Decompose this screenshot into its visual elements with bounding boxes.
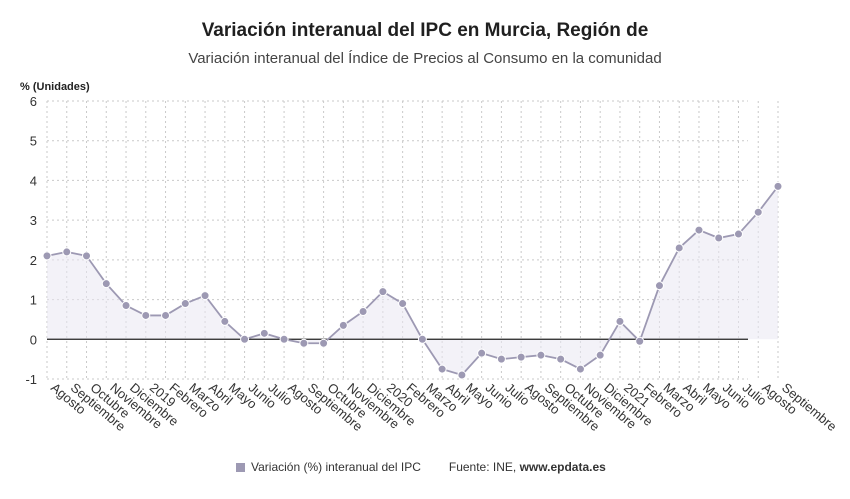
source-site: www.epdata.es [519,460,606,474]
data-point [457,370,467,380]
data-point [575,364,585,374]
source-note: Fuente: INE, www.epdata.es [449,460,606,474]
data-point [733,229,743,239]
legend-label: Variación (%) interanual del IPC [251,460,421,474]
data-point [358,306,368,316]
y-tick-label: 4 [30,173,37,188]
data-point [556,354,566,364]
data-point [536,350,546,360]
series-points [42,181,783,380]
data-point [437,364,447,374]
data-point [694,225,704,235]
series-area [47,186,778,376]
data-point [141,310,151,320]
y-tick-label: 5 [30,134,37,149]
data-point [654,281,664,291]
data-point [240,334,250,344]
data-point [101,279,111,289]
data-point [417,334,427,344]
data-point [279,334,289,344]
data-point [42,251,52,261]
data-point [398,299,408,309]
data-point [161,310,171,320]
data-point [635,336,645,346]
y-tick-label: 0 [30,332,37,347]
y-tick-label: 6 [30,94,37,109]
data-point [319,338,329,348]
data-point [200,291,210,301]
source-prefix: Fuente: INE, [448,460,520,474]
data-point [62,247,72,257]
data-point [496,354,506,364]
legend: Variación (%) interanual del IPC Fuente:… [236,460,606,474]
data-point [338,320,348,330]
y-ticks: -1 0 1 2 3 4 5 6 [25,94,37,387]
data-point [180,299,190,309]
data-point [259,328,269,338]
data-point [753,207,763,217]
y-axis-label: % (Unidades) [20,81,90,93]
y-tick-label: 1 [30,293,37,308]
y-tick-label: 2 [30,253,37,268]
legend-swatch [236,462,245,472]
y-tick-label: 3 [30,213,37,228]
data-point [299,338,309,348]
chart-subtitle: Variación interanual del Índice de Preci… [188,50,662,67]
data-point [378,287,388,297]
data-point [121,301,131,311]
data-point [477,348,487,358]
data-point [674,243,684,253]
chart-title: Variación interanual del IPC en Murcia, … [201,20,649,41]
data-point [220,316,230,326]
x-ticks: AgostoSeptiembreOctubreNoviembreDiciembr… [48,380,840,434]
y-tick-label: -1 [25,372,37,387]
data-point [595,350,605,360]
data-point [714,233,724,243]
data-point [615,316,625,326]
data-point [773,181,783,191]
data-point [516,352,526,362]
data-point [82,251,92,261]
